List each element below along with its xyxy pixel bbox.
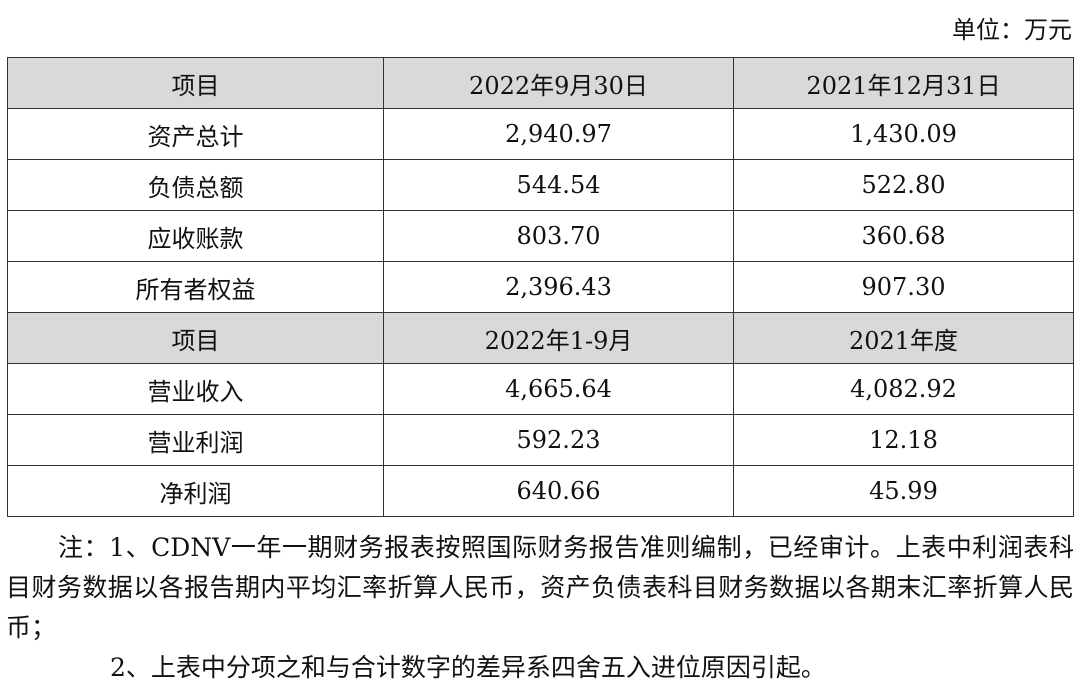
header-cell: 2021年12月31日 <box>733 57 1074 109</box>
note: 注：1、CDNV一年一期财务报表按照国际财务报告准则编制，已经审计。上表中利润表… <box>6 533 1074 642</box>
table-cell: 803.70 <box>383 210 734 262</box>
table-cell: 907.30 <box>733 261 1074 313</box>
table-cell: 营业收入 <box>7 363 384 415</box>
header-cell: 项目 <box>7 312 384 364</box>
unit-label: 单位：万元 <box>952 16 1072 44</box>
table-cell: 营业利润 <box>7 414 384 466</box>
table-cell: 4,665.64 <box>383 363 734 415</box>
table-cell: 360.68 <box>733 210 1074 262</box>
financial-table: 项目 2022年9月30日 2021年12月31日 资产总计 2,940.97 1,430… <box>7 57 1074 517</box>
table-cell: 2,940.97 <box>383 108 734 160</box>
header-cell: 2022年9月30日 <box>383 57 734 109</box>
table-cell: 资产总计 <box>7 108 384 160</box>
table-cell: 净利润 <box>7 465 384 517</box>
table-cell: 2,396.43 <box>383 261 734 313</box>
table-cell: 544.54 <box>383 159 734 211</box>
note: 2、上表中分项之和与合计数字的差异系四舍五入进位原因引起。 <box>110 653 826 682</box>
table-row: 营业利润 592.23 12.18 <box>7 414 1074 466</box>
header-cell: 2022年1-9月 <box>383 312 734 364</box>
table-row: 应收账款 803.70 360.68 <box>7 210 1074 262</box>
header-cell: 项目 <box>7 57 384 109</box>
table-cell: 1,430.09 <box>733 108 1074 160</box>
table-cell: 所有者权益 <box>7 261 384 313</box>
table-row: 负债总额 544.54 522.80 <box>7 159 1074 211</box>
table-row: 营业收入 4,665.64 4,082.92 <box>7 363 1074 415</box>
table-row: 资产总计 2,940.97 1,430.09 <box>7 108 1074 160</box>
table-row: 净利润 640.66 45.99 <box>7 465 1074 517</box>
table-cell: 负债总额 <box>7 159 384 211</box>
notes: 注：1、CDNV一年一期财务报表按照国际财务报告准则编制，已经审计。上表中利润表… <box>6 528 1074 688</box>
table-cell: 应收账款 <box>7 210 384 262</box>
header-row: 项目 2022年9月30日 2021年12月31日 <box>7 57 1074 109</box>
table-cell: 45.99 <box>733 465 1074 517</box>
table-cell: 592.23 <box>383 414 734 466</box>
header-cell: 2021年度 <box>733 312 1074 364</box>
table-cell: 12.18 <box>733 414 1074 466</box>
header-row: 项目 2022年1-9月 2021年度 <box>7 312 1074 364</box>
table-cell: 4,082.92 <box>733 363 1074 415</box>
table-cell: 522.80 <box>733 159 1074 211</box>
table-cell: 640.66 <box>383 465 734 517</box>
table-row: 所有者权益 2,396.43 907.30 <box>7 261 1074 313</box>
